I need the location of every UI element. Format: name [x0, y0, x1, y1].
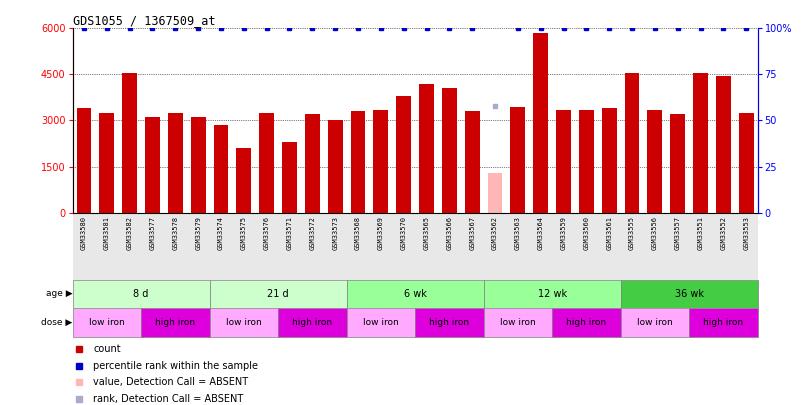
Bar: [373, 110, 388, 213]
Bar: [260, 113, 274, 213]
Bar: [347, 279, 484, 308]
Text: GSM33560: GSM33560: [584, 216, 589, 250]
Bar: [73, 308, 141, 337]
Bar: [442, 88, 457, 213]
Bar: [351, 111, 365, 213]
Bar: [210, 279, 347, 308]
Bar: [210, 308, 278, 337]
Bar: [214, 125, 228, 213]
Text: GSM33582: GSM33582: [127, 216, 133, 250]
Text: rank, Detection Call = ABSENT: rank, Detection Call = ABSENT: [93, 394, 243, 404]
Text: low iron: low iron: [89, 318, 125, 327]
Bar: [484, 279, 621, 308]
Text: low iron: low iron: [363, 318, 399, 327]
Bar: [484, 308, 552, 337]
Text: GSM33566: GSM33566: [447, 216, 452, 250]
Bar: [328, 120, 343, 213]
Bar: [671, 114, 685, 213]
Bar: [347, 308, 415, 337]
Text: GSM33569: GSM33569: [378, 216, 384, 250]
Text: 36 wk: 36 wk: [675, 289, 704, 299]
Text: GSM33563: GSM33563: [515, 216, 521, 250]
Text: low iron: low iron: [637, 318, 673, 327]
Bar: [552, 308, 621, 337]
Text: GSM33553: GSM33553: [743, 216, 750, 250]
Bar: [99, 113, 114, 213]
Bar: [602, 108, 617, 213]
Text: GSM33564: GSM33564: [538, 216, 544, 250]
Text: GSM33581: GSM33581: [104, 216, 110, 250]
Bar: [621, 308, 689, 337]
Text: low iron: low iron: [226, 318, 262, 327]
Text: GSM33576: GSM33576: [264, 216, 270, 250]
Text: GSM33572: GSM33572: [310, 216, 315, 250]
Bar: [305, 114, 320, 213]
Text: GSM33565: GSM33565: [423, 216, 430, 250]
Bar: [739, 113, 754, 213]
Text: high iron: high iron: [430, 318, 469, 327]
Text: GSM33567: GSM33567: [469, 216, 476, 250]
Text: GSM33571: GSM33571: [286, 216, 293, 250]
Text: 12 wk: 12 wk: [538, 289, 567, 299]
Text: GSM33575: GSM33575: [241, 216, 247, 250]
Text: GSM33573: GSM33573: [332, 216, 339, 250]
Bar: [579, 110, 594, 213]
Bar: [465, 111, 480, 213]
Text: GSM33578: GSM33578: [172, 216, 178, 250]
Bar: [145, 117, 160, 213]
Text: 8 d: 8 d: [133, 289, 149, 299]
Bar: [123, 73, 137, 213]
Bar: [141, 308, 210, 337]
Bar: [73, 279, 210, 308]
Bar: [236, 148, 251, 213]
Bar: [625, 73, 639, 213]
Text: GSM33552: GSM33552: [721, 216, 726, 250]
Text: value, Detection Call = ABSENT: value, Detection Call = ABSENT: [93, 377, 248, 388]
Text: GSM33555: GSM33555: [629, 216, 635, 250]
Text: age ▶: age ▶: [46, 290, 73, 298]
Text: GSM33574: GSM33574: [218, 216, 224, 250]
Text: dose ▶: dose ▶: [41, 318, 73, 327]
Text: GSM33556: GSM33556: [652, 216, 658, 250]
Bar: [415, 308, 484, 337]
Text: GSM33559: GSM33559: [560, 216, 567, 250]
Text: GSM33557: GSM33557: [675, 216, 681, 250]
Bar: [419, 83, 434, 213]
Text: high iron: high iron: [156, 318, 195, 327]
Bar: [168, 113, 183, 213]
Text: low iron: low iron: [500, 318, 536, 327]
Text: high iron: high iron: [293, 318, 332, 327]
Text: high iron: high iron: [704, 318, 743, 327]
Bar: [534, 33, 548, 213]
Text: GSM33580: GSM33580: [81, 216, 87, 250]
Bar: [488, 173, 502, 213]
Bar: [621, 279, 758, 308]
Text: GSM33562: GSM33562: [492, 216, 498, 250]
Bar: [77, 108, 91, 213]
Text: GSM33568: GSM33568: [355, 216, 361, 250]
Bar: [556, 110, 571, 213]
Text: GSM33579: GSM33579: [195, 216, 202, 250]
Text: 6 wk: 6 wk: [404, 289, 426, 299]
Text: percentile rank within the sample: percentile rank within the sample: [93, 360, 258, 371]
Text: 21 d: 21 d: [268, 289, 289, 299]
Bar: [278, 308, 347, 337]
Bar: [693, 73, 708, 213]
Text: high iron: high iron: [567, 318, 606, 327]
Bar: [716, 76, 731, 213]
Text: GSM33570: GSM33570: [401, 216, 407, 250]
Text: GSM33577: GSM33577: [149, 216, 156, 250]
Bar: [191, 117, 206, 213]
Text: GSM33551: GSM33551: [697, 216, 704, 250]
Bar: [647, 110, 663, 213]
Bar: [397, 96, 411, 213]
Text: GSM33561: GSM33561: [606, 216, 613, 250]
Bar: [282, 142, 297, 213]
Text: GDS1055 / 1367509_at: GDS1055 / 1367509_at: [73, 14, 215, 27]
Bar: [510, 107, 526, 213]
Text: count: count: [93, 344, 121, 354]
Bar: [689, 308, 758, 337]
